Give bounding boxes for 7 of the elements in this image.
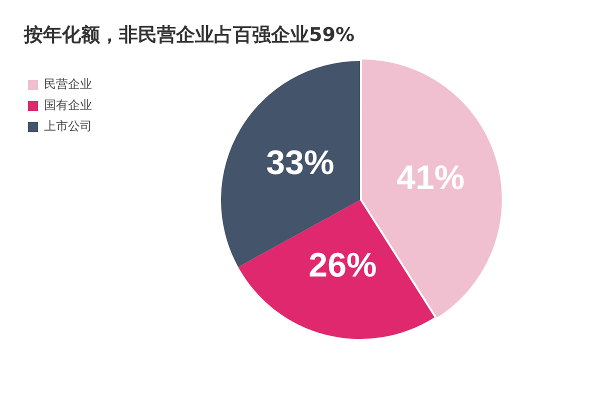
data-label: 41% — [396, 158, 465, 197]
data-label: 26% — [308, 246, 377, 285]
legend-label: 民营企业 — [44, 76, 92, 93]
legend-label: 上市公司 — [44, 118, 92, 135]
legend-label: 国有企业 — [44, 97, 92, 114]
data-label: 33% — [266, 144, 334, 182]
chart-title: 按年化额，非民营企业占百强企业59% — [24, 23, 354, 48]
